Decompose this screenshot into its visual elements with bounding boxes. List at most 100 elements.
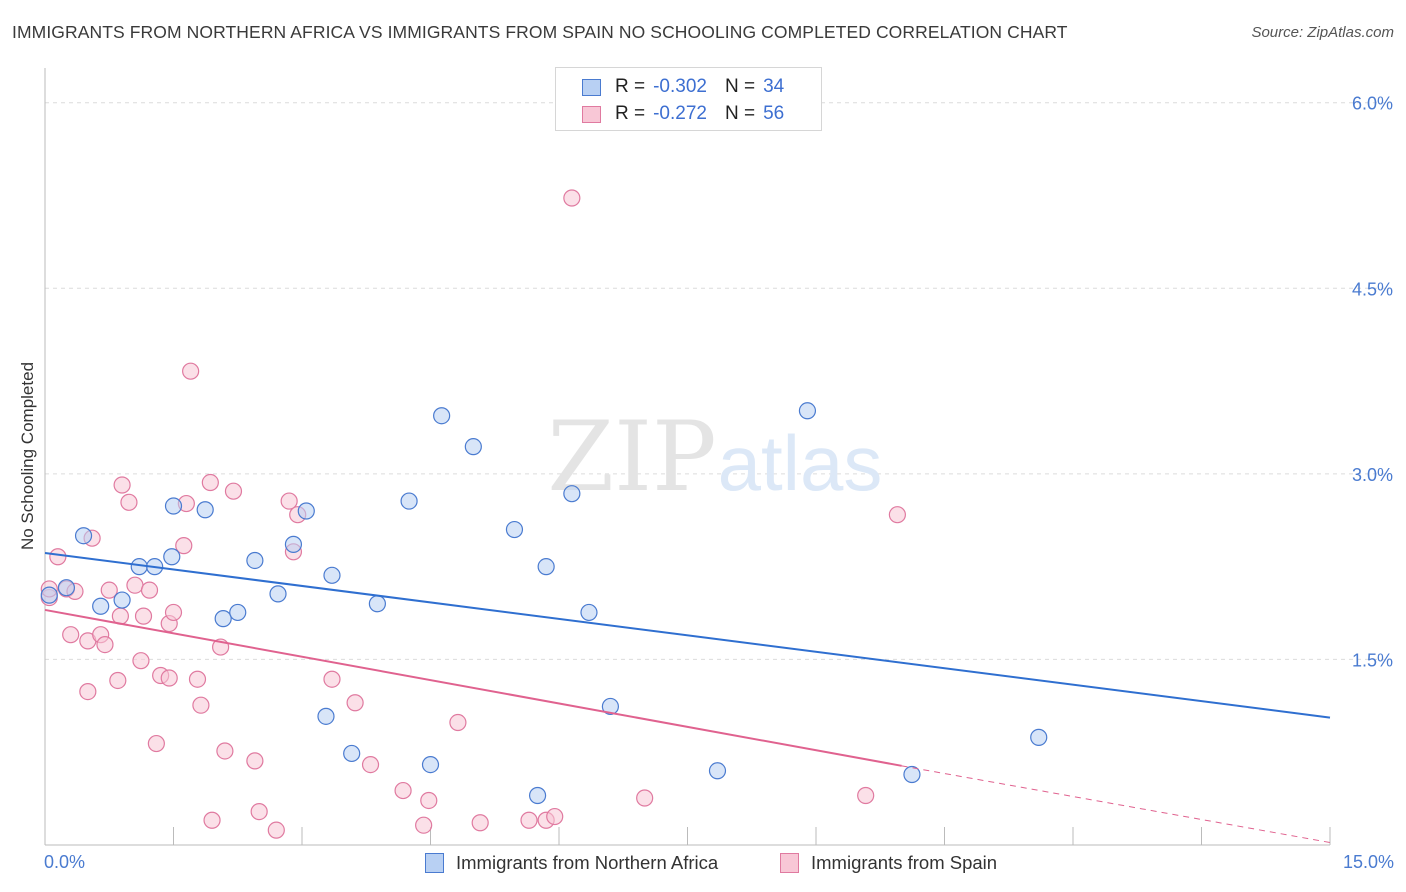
data-point-spain bbox=[216, 742, 234, 760]
data-point-northern-africa bbox=[113, 591, 131, 609]
source-label: Source: ZipAtlas.com bbox=[1251, 24, 1394, 41]
data-point-northern-africa bbox=[505, 520, 524, 539]
trend-lines bbox=[44, 552, 1331, 844]
data-point-spain bbox=[394, 781, 412, 800]
data-point-spain bbox=[100, 581, 118, 599]
data-point-northern-africa bbox=[164, 497, 183, 515]
data-point-spain bbox=[113, 476, 131, 494]
bottom-legend-label: Immigrants from Spain bbox=[811, 852, 998, 873]
legend-n-value: 34 bbox=[763, 76, 785, 97]
data-point-northern-africa bbox=[40, 586, 58, 604]
legend-swatch-blue bbox=[582, 78, 601, 96]
data-point-northern-africa bbox=[563, 485, 581, 503]
y-axis-label: No Schooling Completed bbox=[18, 361, 37, 551]
data-point-northern-africa bbox=[297, 502, 315, 520]
series-northern-africa bbox=[40, 402, 1048, 805]
legend-r-label: R = bbox=[615, 76, 646, 97]
chart-title: IMMIGRANTS FROM NORTHERN AFRICA VS IMMIG… bbox=[12, 22, 1068, 42]
data-point-spain bbox=[201, 473, 219, 492]
data-point-spain bbox=[79, 682, 97, 701]
y-tick-label: 6.0% bbox=[1352, 94, 1393, 114]
data-point-spain bbox=[888, 506, 906, 524]
bottom-legend-northern-africa: Immigrants from Northern Africa bbox=[425, 852, 718, 874]
bottom-legend-swatch-pink bbox=[780, 853, 799, 873]
data-point-northern-africa bbox=[229, 603, 247, 622]
data-point-northern-africa bbox=[421, 755, 440, 774]
legend-r-value: -0.302 bbox=[653, 76, 707, 97]
data-point-spain bbox=[175, 537, 193, 555]
data-point-northern-africa bbox=[464, 438, 482, 456]
legend-n-label: N = bbox=[724, 76, 756, 97]
data-point-northern-africa bbox=[269, 585, 287, 603]
data-point-spain bbox=[147, 734, 165, 753]
data-point-northern-africa bbox=[798, 402, 817, 420]
stats-legend: R = -0.302 N = 34 R = -0.272 N = 56 bbox=[555, 67, 822, 131]
legend-n-label: N = bbox=[724, 103, 756, 124]
data-point-northern-africa bbox=[433, 407, 451, 425]
data-point-spain bbox=[96, 635, 114, 654]
data-point-spain bbox=[449, 713, 467, 732]
data-point-spain bbox=[280, 492, 298, 510]
data-point-northern-africa bbox=[903, 765, 921, 784]
data-point-spain bbox=[140, 581, 159, 599]
trend-line-spain-extrapolated bbox=[901, 765, 1331, 844]
data-point-spain bbox=[415, 816, 433, 834]
data-point-spain bbox=[203, 811, 221, 829]
data-point-spain bbox=[120, 493, 138, 511]
data-point-northern-africa bbox=[580, 603, 598, 622]
legend-r-value: -0.272 bbox=[653, 103, 707, 124]
data-point-spain bbox=[346, 694, 364, 712]
x-tick-label-min: 0.0% bbox=[44, 852, 86, 872]
data-point-spain bbox=[267, 821, 285, 839]
y-tick-label: 1.5% bbox=[1352, 650, 1393, 670]
data-point-spain bbox=[192, 696, 210, 714]
data-point-northern-africa bbox=[163, 548, 181, 566]
data-point-northern-africa bbox=[246, 551, 264, 570]
data-point-spain bbox=[160, 669, 178, 687]
data-point-northern-africa bbox=[343, 744, 361, 763]
data-point-spain bbox=[188, 670, 207, 688]
data-point-spain bbox=[164, 603, 183, 622]
watermark-atlas: atlas bbox=[718, 419, 883, 507]
data-point-spain bbox=[62, 626, 80, 644]
grid-lines bbox=[45, 102, 1390, 660]
data-point-northern-africa bbox=[284, 535, 303, 553]
data-point-spain bbox=[857, 786, 875, 805]
data-point-spain bbox=[420, 791, 438, 810]
y-tick-label: 3.0% bbox=[1352, 465, 1393, 485]
data-point-northern-africa bbox=[528, 786, 547, 805]
y-tick-label: 4.5% bbox=[1352, 279, 1393, 299]
legend-row-northern-africa: R = -0.302 N = 34 bbox=[582, 75, 784, 99]
bottom-legend-spain: Immigrants from Spain bbox=[780, 852, 997, 874]
data-point-northern-africa bbox=[317, 707, 335, 725]
data-point-spain bbox=[109, 671, 127, 690]
trend-line-spain bbox=[44, 608, 902, 767]
legend-swatch-pink bbox=[582, 105, 601, 123]
data-point-spain bbox=[132, 652, 150, 670]
data-point-northern-africa bbox=[537, 558, 555, 576]
data-point-northern-africa bbox=[196, 501, 214, 519]
data-point-spain bbox=[471, 814, 489, 832]
watermark: ZIP atlas bbox=[547, 401, 882, 513]
data-point-northern-africa bbox=[601, 697, 620, 716]
data-point-northern-africa bbox=[1030, 728, 1048, 746]
legend-r-label: R = bbox=[615, 103, 646, 124]
data-point-spain bbox=[636, 789, 654, 807]
data-point-spain bbox=[126, 576, 144, 594]
data-point-spain bbox=[224, 482, 243, 500]
data-point-spain bbox=[246, 752, 264, 770]
data-point-spain bbox=[563, 189, 581, 207]
legend-n-value: 56 bbox=[763, 103, 785, 124]
data-point-northern-africa bbox=[57, 579, 76, 597]
x-tick-label-max: 15.0% bbox=[1342, 852, 1394, 872]
y-tick-labels: 1.5% 3.0% 4.5% 6.0% bbox=[1352, 94, 1393, 671]
legend-row-spain: R = -0.272 N = 56 bbox=[582, 102, 784, 126]
data-point-northern-africa bbox=[74, 527, 93, 545]
data-point-northern-africa bbox=[323, 566, 341, 584]
trend-line-northern-africa bbox=[44, 552, 1331, 719]
data-point-northern-africa bbox=[368, 595, 386, 613]
data-point-spain bbox=[182, 362, 200, 380]
data-point-northern-africa bbox=[92, 597, 110, 615]
bottom-legend-label: Immigrants from Northern Africa bbox=[456, 852, 719, 873]
